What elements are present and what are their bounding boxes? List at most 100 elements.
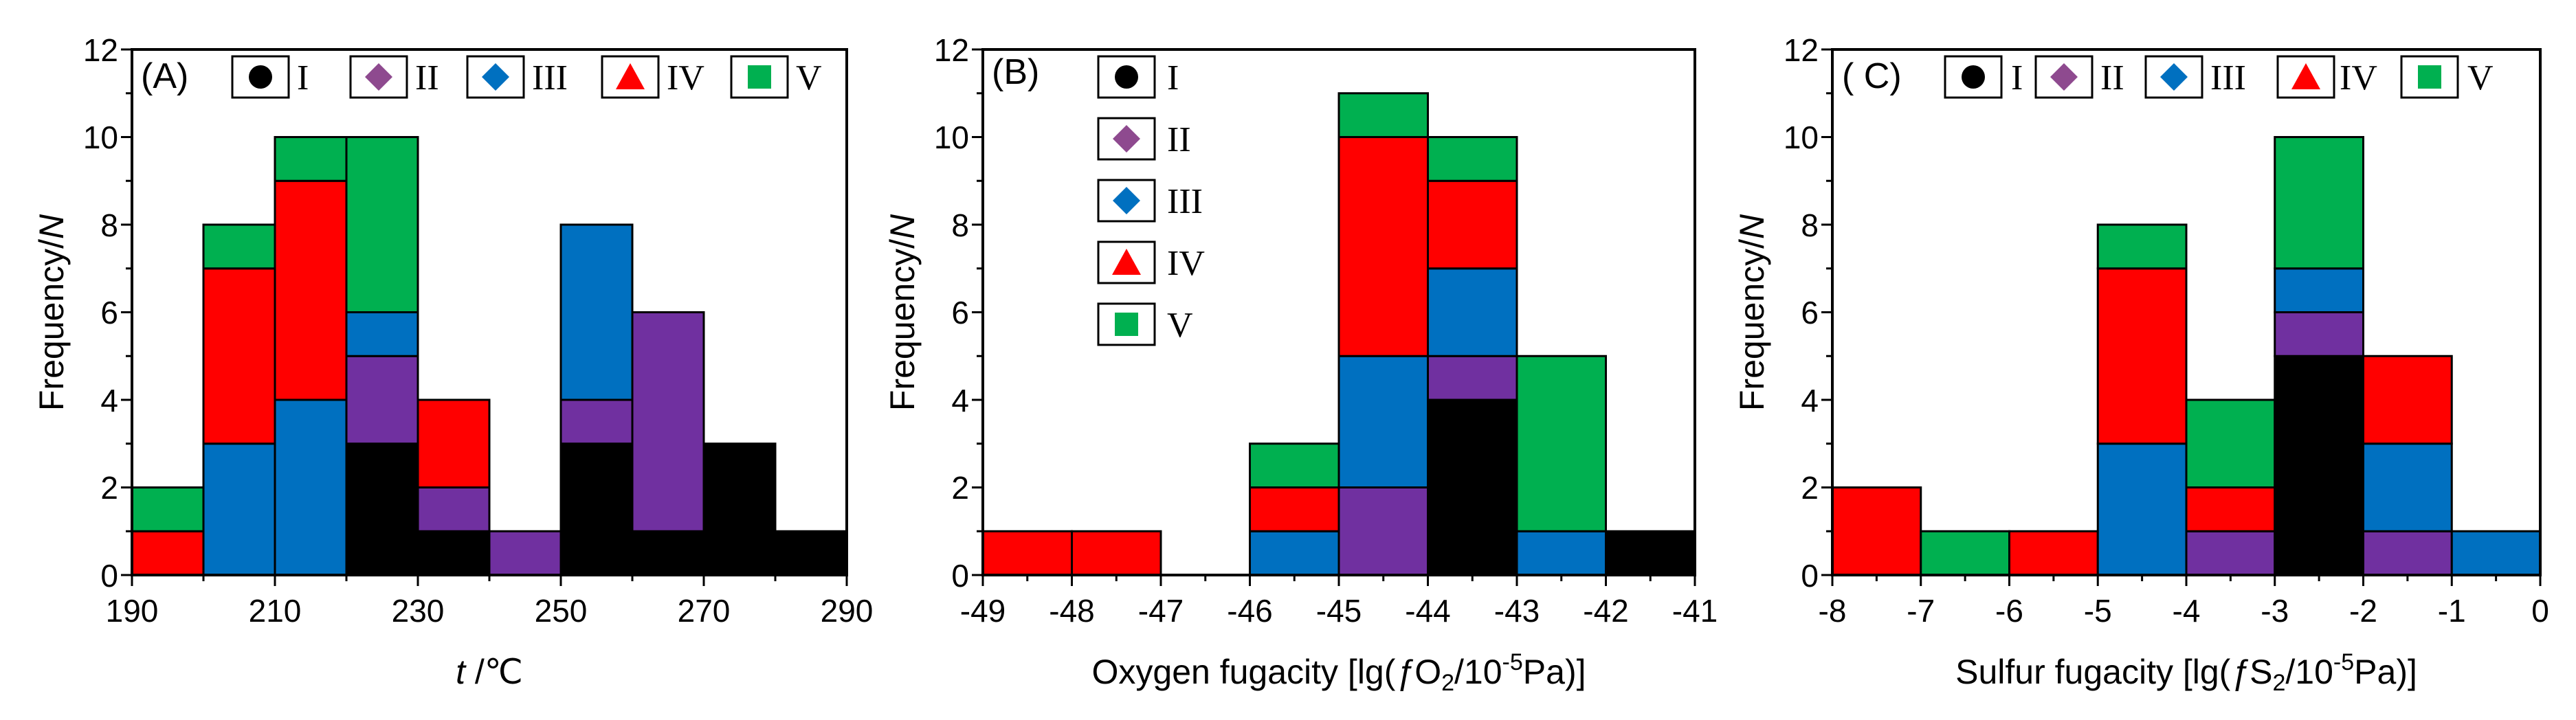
legend-a-label-v: V xyxy=(796,58,822,98)
legend-b-label-ii: II xyxy=(1167,120,1191,159)
panel-c-bar-v-bin-3 xyxy=(2096,223,2188,270)
panel-a-ticks xyxy=(121,48,848,586)
panel-b-ylabel: Frequency/N xyxy=(883,214,922,411)
panel-a-xtick-190: 190 xyxy=(106,593,159,629)
panel-a-bar-ii-bin-5 xyxy=(488,530,562,576)
circle-icon xyxy=(1115,65,1138,89)
legend-c-label-iii: III xyxy=(2210,58,2246,98)
panel-a-bar-iv-bin-2 xyxy=(274,179,348,401)
triangle-icon xyxy=(2291,63,2320,89)
panel-a-bar-ii-bin-6 xyxy=(559,398,634,445)
panel-a-xtick-290: 290 xyxy=(821,593,874,629)
panel-c-bar-ii-bin-4 xyxy=(2185,530,2276,576)
legend-a-item-v: V xyxy=(730,55,822,99)
legend-b-item-iv: IV xyxy=(1097,240,1205,284)
panel-a-xtick-270: 270 xyxy=(678,593,731,629)
legend-c-item-v: V xyxy=(2400,55,2494,99)
panel-b-bars xyxy=(981,92,1696,576)
panel-c-ytick-0: 0 xyxy=(1801,558,1819,594)
panel-c-xtick-m5: -5 xyxy=(2084,593,2112,629)
panel-a: 0 2 4 6 8 10 12 190 210 230 250 270 290 … xyxy=(32,32,873,691)
panel-c-bar-iv-bin-0 xyxy=(1831,486,1922,576)
panel-c-bar-v-bin-1 xyxy=(1920,530,2010,576)
panel-c-bar-ii-bin-5 xyxy=(2274,311,2364,357)
legend-c-item-ii: II xyxy=(2034,55,2124,99)
panel-c-xlabel: Sulfur fugacity [lg(ƒS2/10-5Pa)] xyxy=(1955,649,2417,696)
panel-a-xtick-210: 210 xyxy=(249,593,302,629)
diamond-icon xyxy=(365,63,392,91)
panel-a-bar-iv-bin-0 xyxy=(131,530,205,576)
panel-c-ytick-2: 2 xyxy=(1801,470,1819,506)
legend-c-item-iii: III xyxy=(2144,55,2246,99)
panel-b-label: (B) xyxy=(992,52,1039,92)
panel-c-bar-iv-bin-3 xyxy=(2096,267,2188,445)
panel-c-bar-iv-bin-2 xyxy=(2008,530,2099,576)
panel-c-ytick-6: 6 xyxy=(1801,295,1819,330)
legend-a-label-ii: II xyxy=(415,58,439,98)
panel-b: 0 2 4 6 8 10 12 -49 -48 -47 -46 -45 -44 … xyxy=(883,32,1718,696)
panel-c-ticks xyxy=(1821,48,2542,586)
panel-b-bar-ii-bin-3 xyxy=(1337,486,1429,576)
panel-b-ytick-8: 8 xyxy=(951,207,969,243)
legend-c-label-v: V xyxy=(2467,58,2494,98)
panel-a-bar-i-bin-3 xyxy=(345,442,419,576)
panel-c-ytick-8: 8 xyxy=(1801,207,1819,243)
panel-b-ticks xyxy=(972,48,1696,586)
panel-b-xtick-m44: -44 xyxy=(1405,593,1450,629)
panel-c-xtick-m4: -4 xyxy=(2173,593,2201,629)
diamond-icon xyxy=(2160,63,2188,91)
panel-a-bar-iii-bin-3 xyxy=(345,311,419,357)
legend-b-label-v: V xyxy=(1167,306,1193,345)
panel-a-xtick-230: 230 xyxy=(392,593,445,629)
panel-a-bar-iii-bin-2 xyxy=(274,398,348,576)
panel-a-bar-ii-bin-3 xyxy=(345,355,419,445)
panel-b-ytick-2: 2 xyxy=(951,470,969,506)
panel-c-bar-iii-bin-5 xyxy=(2274,267,2364,313)
panel-c-ytick-12: 12 xyxy=(1784,32,1819,68)
panel-a-xlabel: t /℃ xyxy=(456,653,523,691)
panel-b-bar-i-bin-6 xyxy=(1605,530,1696,576)
panel-c-ytick-4: 4 xyxy=(1801,383,1819,418)
panel-b-xtick-m45: -45 xyxy=(1316,593,1362,629)
panel-a-bar-i-bin-7 xyxy=(631,530,705,576)
panel-b-bar-iii-bin-4 xyxy=(1427,267,1518,357)
panel-a-bar-v-bin-2 xyxy=(274,136,348,182)
panel-b-ytick-4: 4 xyxy=(951,383,969,418)
panel-a-label: (A) xyxy=(141,56,188,96)
panel-b-bar-iv-bin-4 xyxy=(1427,179,1518,270)
panel-c-bar-iii-bin-3 xyxy=(2096,442,2188,576)
panel-a-bar-i-bin-4 xyxy=(417,530,491,576)
panel-c-bar-i-bin-5 xyxy=(2274,355,2364,576)
legend-a-label-i: I xyxy=(297,58,309,98)
panel-b-ytick-10: 10 xyxy=(934,120,969,155)
panel-b-xtick-m49: -49 xyxy=(960,593,1006,629)
panel-a-ytick-8: 8 xyxy=(100,207,118,243)
panel-b-bar-iii-bin-2 xyxy=(1249,530,1340,576)
panel-c-bar-iii-bin-7 xyxy=(2450,530,2542,576)
panel-a-bar-iv-bin-4 xyxy=(417,398,491,488)
panel-b-bar-v-bin-3 xyxy=(1337,92,1429,138)
legend-c-item-iv: IV xyxy=(2276,55,2377,99)
panel-c-label: ( C) xyxy=(1842,56,1902,96)
panel-a-ylabel: Frequency/N xyxy=(32,214,71,411)
panel-a-bar-ii-bin-7 xyxy=(631,311,705,532)
panel-a-ytick-4: 4 xyxy=(100,383,118,418)
legend-a-item-i: I xyxy=(231,55,309,99)
panel-a-ytick-10: 10 xyxy=(83,120,118,155)
panel-a-xtick-250: 250 xyxy=(535,593,588,629)
legend-a-item-iv: IV xyxy=(601,55,704,99)
panel-b-bar-iv-bin-0 xyxy=(981,530,1073,576)
panel-c-bars xyxy=(1831,136,2542,576)
panel-b-xlabel: Oxygen fugacity [lg(ƒO2/10-5Pa)] xyxy=(1092,649,1586,696)
panel-c-xtick-m7: -7 xyxy=(1907,593,1935,629)
panel-a-bar-v-bin-0 xyxy=(131,486,205,532)
legend-a-item-iii: III xyxy=(466,55,568,99)
panel-c-xtick-m2: -2 xyxy=(2349,593,2377,629)
panel-b-bar-iv-bin-2 xyxy=(1249,486,1340,532)
panel-c-ylabel: Frequency/N xyxy=(1733,214,1771,411)
triangle-icon xyxy=(1112,249,1141,275)
panel-c-xtick-m3: -3 xyxy=(2261,593,2289,629)
legend-b-item-iii: III xyxy=(1097,179,1203,223)
square-icon xyxy=(1115,313,1138,336)
panel-a-bar-iii-bin-6 xyxy=(559,223,634,401)
